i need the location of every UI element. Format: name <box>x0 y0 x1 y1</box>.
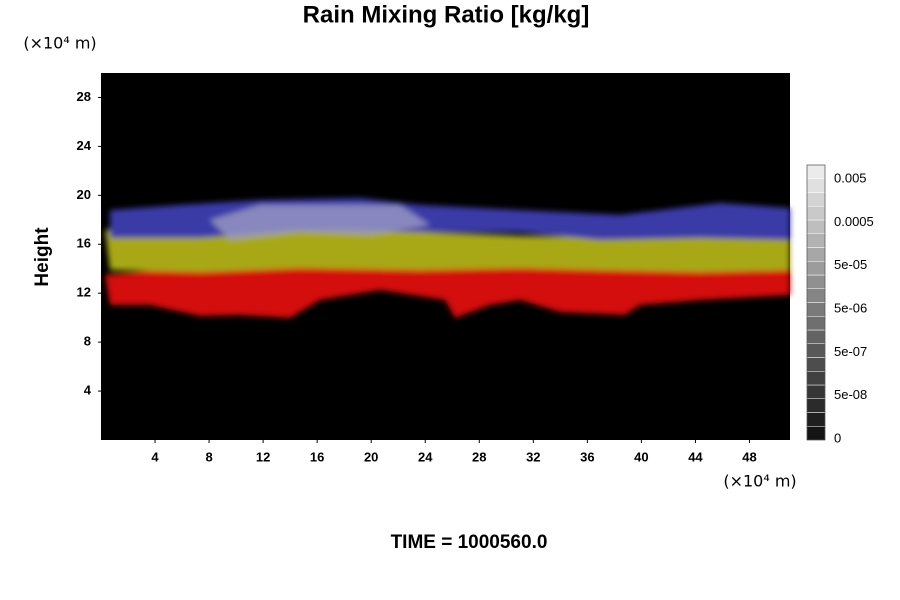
colorbar-step <box>806 329 826 344</box>
colorbar-step <box>806 164 826 179</box>
colorbar-step <box>806 233 826 248</box>
colorbar: 0.005 0.0005 5e-05 5e-06 5e-07 5e-08 0 <box>806 164 874 445</box>
colorbar-frame <box>806 164 826 441</box>
y-tick-label: 8 <box>84 334 91 349</box>
colorbar-label: 5e-06 <box>834 300 867 315</box>
x-tick-label: 16 <box>310 449 324 464</box>
colorbar-step <box>806 288 826 303</box>
colorbar-step <box>806 178 826 193</box>
footer-time: TIME = 1000560.0 <box>391 532 548 553</box>
colorbar-step <box>806 398 826 413</box>
colorbar-step <box>806 274 826 289</box>
colorbar-label: 0.005 <box>834 170 867 185</box>
x-tick-label: 4 <box>151 449 159 464</box>
rain-red <box>105 262 790 318</box>
x-tick-label: 8 <box>205 449 212 464</box>
x-unit: (×10⁴ m) <box>723 472 796 491</box>
colorbar-step <box>806 384 826 399</box>
colorbar-label: 5e-08 <box>834 387 867 402</box>
x-tick-label: 44 <box>688 449 703 464</box>
colorbar-step <box>806 302 826 317</box>
colorbar-step <box>806 371 826 386</box>
x-tick-label: 24 <box>418 449 433 464</box>
y-tick-label: 20 <box>77 187 91 202</box>
x-tick-label: 20 <box>364 449 378 464</box>
y-tick-label: 16 <box>77 236 91 251</box>
colorbar-step <box>806 357 826 372</box>
colorbar-step <box>806 412 826 427</box>
chart-title: Rain Mixing Ratio [kg/kg] <box>303 1 590 28</box>
x-tick-label: 28 <box>472 449 486 464</box>
colorbar-step <box>806 343 826 358</box>
y-unit: (×10⁴ m) <box>23 34 96 53</box>
rain-field <box>105 198 790 318</box>
colorbar-step <box>806 247 826 262</box>
x-tick-label: 48 <box>742 449 756 464</box>
y-axis-label: Height <box>32 227 53 287</box>
y-tick-label: 4 <box>84 383 92 398</box>
colorbar-step <box>806 261 826 276</box>
colorbar-label: 5e-05 <box>834 257 867 272</box>
y-tick-label: 24 <box>77 138 92 153</box>
rain-light <box>210 205 430 240</box>
x-tick-label: 32 <box>526 449 540 464</box>
y-tick-label: 28 <box>77 89 91 104</box>
colorbar-label: 0.0005 <box>834 214 874 229</box>
colorbar-step <box>806 192 826 207</box>
x-tick-label: 12 <box>256 449 270 464</box>
x-tick-label: 36 <box>580 449 594 464</box>
colorbar-step <box>806 426 826 441</box>
colorbar-label: 5e-07 <box>834 344 867 359</box>
colorbar-step <box>806 206 826 221</box>
x-tick-label: 40 <box>634 449 648 464</box>
colorbar-step <box>806 219 826 234</box>
colorbar-label: 0 <box>834 430 841 445</box>
colorbar-step <box>806 316 826 331</box>
y-tick-label: 12 <box>77 285 91 300</box>
